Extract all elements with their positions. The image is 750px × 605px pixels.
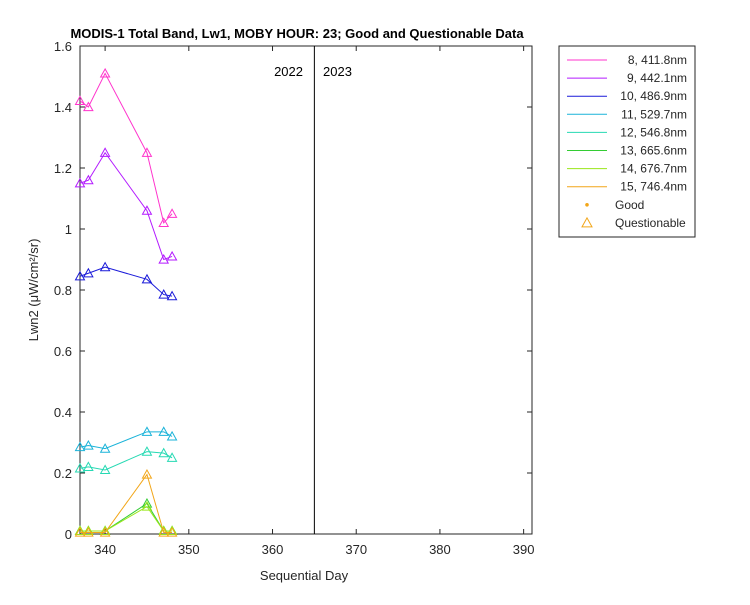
legend-good-dot xyxy=(585,203,589,207)
data-point-marker xyxy=(99,443,111,453)
plot-area: 340 350 360 370 380 390 0 0.2 0.4 0.6 0.8 1 1.2 1.4 1.… xyxy=(54,39,535,557)
y-tick-label: 1.6 xyxy=(54,39,72,54)
data-point-marker xyxy=(83,174,94,185)
x-tick-label: 360 xyxy=(262,542,284,557)
data-point-marker xyxy=(83,526,94,537)
data-point-marker xyxy=(158,289,170,299)
data-point-marker xyxy=(99,464,111,475)
y-tick-label: 0.2 xyxy=(54,466,72,481)
data-point-marker xyxy=(141,501,153,511)
data-point-marker xyxy=(158,217,170,227)
data-point-marker xyxy=(158,426,170,436)
data-point-marker xyxy=(74,441,86,452)
data-point-marker xyxy=(99,261,111,272)
data-point-marker xyxy=(74,95,86,105)
data-point-marker xyxy=(141,468,153,479)
legend-label: 15, 746.4nm xyxy=(620,180,687,194)
data-point-marker xyxy=(158,525,170,536)
data-point-marker xyxy=(158,253,170,264)
data-point-marker xyxy=(141,147,153,157)
series-line xyxy=(80,473,173,533)
x-tick-label: 340 xyxy=(94,542,116,557)
data-point-marker xyxy=(166,452,178,462)
data-point-marker xyxy=(99,526,111,537)
legend: 8, 411.8nm 9, 442.1nm 10, 486.9nm 11, 529.7… xyxy=(558,45,696,238)
year-label-left: 2022 xyxy=(274,64,303,79)
y-tick-label: 1.2 xyxy=(54,161,72,176)
data-point-marker xyxy=(99,147,111,157)
chart-title: MODIS-1 Total Band, Lw1, MOBY HOUR: 23; … xyxy=(70,26,524,41)
data-point-marker xyxy=(99,67,111,78)
legend-label: 14, 676.7nm xyxy=(620,162,687,176)
data-point-marker xyxy=(83,267,94,278)
year-label-right: 2023 xyxy=(323,64,352,79)
data-point-marker xyxy=(99,525,111,536)
data-point-marker xyxy=(166,290,178,301)
x-tick-label: 390 xyxy=(513,542,535,557)
data-point-marker xyxy=(141,426,153,436)
legend-label: 11, 529.7nm xyxy=(621,107,687,121)
series-line xyxy=(79,151,173,261)
series-line xyxy=(79,451,173,471)
y-tick-label: 0.6 xyxy=(54,344,72,359)
y-axis-label: Lwn2 (μW/cm²/sr) xyxy=(26,239,41,342)
data-point-marker xyxy=(74,462,86,473)
data-point-marker xyxy=(74,270,86,281)
data-point-marker xyxy=(158,526,170,537)
data-point-marker xyxy=(158,447,170,458)
y-tick-label: 0.8 xyxy=(54,283,72,298)
y-tick-label: 0.4 xyxy=(54,405,72,420)
legend-label: 8, 411.8nm xyxy=(628,53,687,67)
data-point-marker xyxy=(141,273,153,284)
legend-label: 10, 486.9nm xyxy=(620,89,687,103)
data-point-marker xyxy=(166,250,178,261)
legend-questionable-triangle xyxy=(581,216,593,228)
data-point-marker xyxy=(166,525,178,536)
series-line xyxy=(79,266,173,297)
data-point-marker xyxy=(141,446,153,456)
legend-label: Questionable xyxy=(615,216,686,230)
data-point-marker xyxy=(141,205,153,215)
data-point-marker xyxy=(74,525,86,536)
data-point-marker xyxy=(74,526,86,537)
legend-label: Good xyxy=(615,198,644,212)
data-point-marker xyxy=(83,440,94,450)
series-line xyxy=(79,431,173,450)
plot-frame xyxy=(79,45,533,535)
x-axis-label: Sequential Day xyxy=(260,568,349,583)
y-tick-label: 1.4 xyxy=(54,100,72,115)
data-point-marker xyxy=(166,526,178,537)
data-point-marker xyxy=(74,177,86,188)
x-tick-label: 380 xyxy=(429,542,451,557)
y-tick-label: 0 xyxy=(65,527,72,542)
x-tick-label: 370 xyxy=(345,542,367,557)
y-tick-label: 1 xyxy=(65,222,72,237)
data-point-marker xyxy=(83,525,94,536)
data-point-marker xyxy=(83,461,94,471)
data-point-marker xyxy=(83,101,94,112)
legend-label: 9, 442.1nm xyxy=(627,71,687,85)
x-tick-label: 350 xyxy=(178,542,200,557)
legend-label: 12, 546.8nm xyxy=(620,125,687,139)
legend-label: 13, 665.6nm xyxy=(620,144,687,158)
data-point-marker xyxy=(166,208,178,218)
data-point-marker xyxy=(166,430,178,441)
